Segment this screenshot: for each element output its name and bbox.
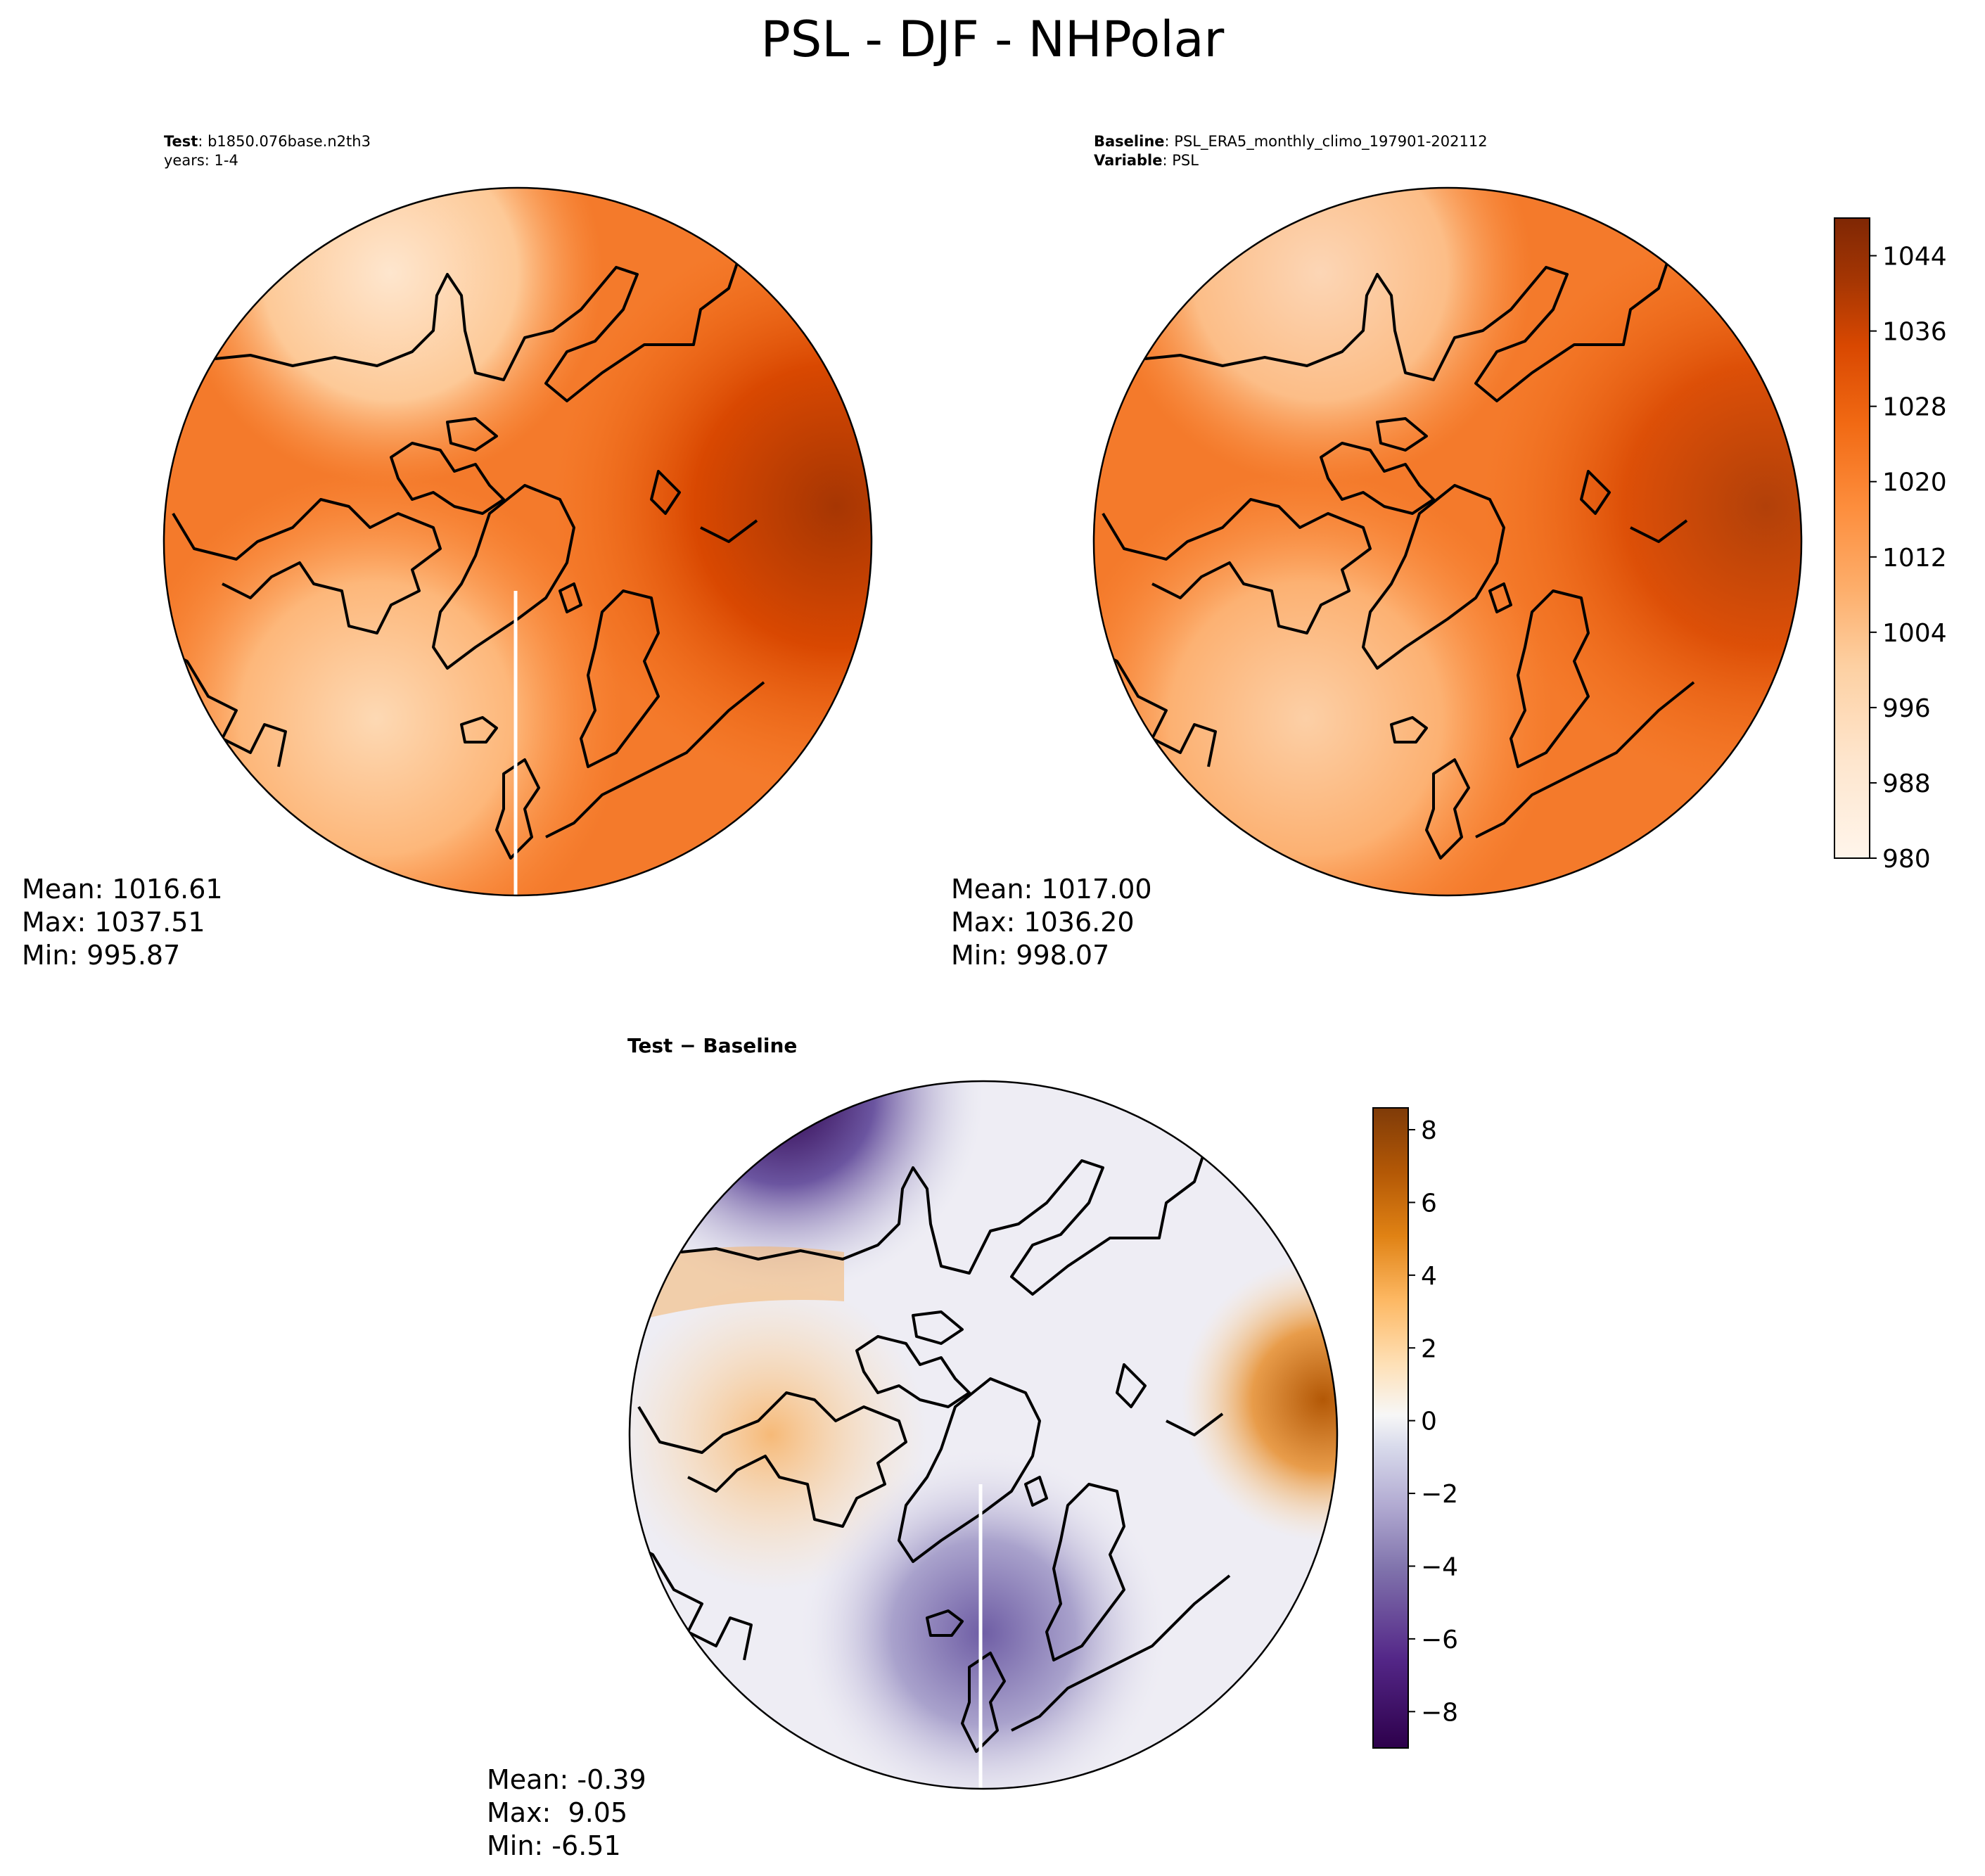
panel-baseline-max: Max: 1036.20 bbox=[951, 907, 1135, 938]
panel-test-mean: Mean: 1016.61 bbox=[22, 874, 223, 905]
figure-title: PSL - DJF - NHPolar bbox=[761, 11, 1225, 68]
panel-difference-header: Test − Baseline bbox=[627, 1034, 797, 1057]
panel-baseline-header: Baseline: PSL_ERA5_monthly_climo_197901-… bbox=[1094, 133, 1488, 151]
panel-test-map bbox=[164, 188, 872, 895]
colorbar-psl-ticks: 980 988 996 1004 1012 1020 1028 1036 1044 bbox=[1870, 243, 1947, 874]
colorbar-diff-tick-label: −2 bbox=[1421, 1480, 1458, 1509]
colorbar-psl-tick-label: 996 bbox=[1882, 694, 1931, 723]
panel-difference-max: Max: 9.05 bbox=[487, 1797, 627, 1828]
colorbar-diff-tick-label: 2 bbox=[1421, 1334, 1437, 1363]
colorbar-psl-tick-label: 1028 bbox=[1882, 393, 1947, 422]
panel-baseline-min: Min: 998.07 bbox=[951, 940, 1109, 971]
panel-difference: Test − Baseline Mean: -0.39 Max: 9.05 Mi… bbox=[487, 1034, 1458, 1861]
colorbar-diff-tick-label: −8 bbox=[1421, 1698, 1458, 1727]
panel-baseline-variable-value: PSL bbox=[1172, 152, 1199, 169]
panel-test-label: Test bbox=[164, 133, 198, 150]
colorbar-diff-tick-label: −4 bbox=[1421, 1552, 1458, 1581]
colorbar-psl-tick-label: 988 bbox=[1882, 770, 1931, 798]
panel-baseline-mean: Mean: 1017.00 bbox=[951, 874, 1152, 905]
panel-test-header: Test: b1850.076base.n2th3 bbox=[164, 133, 371, 150]
panel-test: Test: b1850.076base.n2th3 years: 1-4 Mea… bbox=[22, 133, 873, 971]
colorbar-psl-tick-label: 1036 bbox=[1882, 318, 1947, 347]
panel-baseline-map bbox=[1094, 188, 1801, 895]
panel-test-max: Max: 1037.51 bbox=[22, 907, 205, 938]
panel-test-years: years: 1-4 bbox=[164, 152, 238, 169]
colorbar-psl-tick-label: 1012 bbox=[1882, 544, 1947, 573]
panel-difference-min: Min: -6.51 bbox=[487, 1830, 621, 1861]
panel-baseline-label: Baseline bbox=[1094, 133, 1165, 150]
colorbar-diff-tick-label: 0 bbox=[1421, 1408, 1437, 1436]
colorbar-diff-tick-label: −6 bbox=[1421, 1626, 1458, 1654]
panel-baseline: Baseline: PSL_ERA5_monthly_climo_197901-… bbox=[951, 133, 1947, 971]
panel-difference-map bbox=[630, 1081, 1337, 1789]
panel-difference-mean: Mean: -0.39 bbox=[487, 1764, 646, 1795]
colorbar-diff-ticks: 8 6 4 2 0 −2 −4 −6 −8 bbox=[1408, 1116, 1458, 1727]
colorbar-diff-tick-label: 4 bbox=[1421, 1262, 1437, 1291]
colorbar-psl-tick-label: 1020 bbox=[1882, 468, 1947, 497]
panel-test-case: b1850.076base.n2th3 bbox=[208, 133, 371, 150]
panel-baseline-variable-label: Variable bbox=[1094, 152, 1162, 169]
panel-test-min: Min: 995.87 bbox=[22, 940, 180, 971]
colorbar-diff: 8 6 4 2 0 −2 −4 −6 −8 bbox=[1372, 1107, 1458, 1749]
colorbar-diff-tick-label: 8 bbox=[1421, 1116, 1437, 1145]
colorbar-psl-tick-label: 980 bbox=[1882, 845, 1931, 874]
panel-baseline-variable: Variable: PSL bbox=[1094, 152, 1199, 169]
colorbar-diff-tick-label: 6 bbox=[1421, 1189, 1437, 1218]
colorbar-psl-tick-label: 1044 bbox=[1882, 243, 1947, 272]
colorbar-psl-tick-label: 1004 bbox=[1882, 619, 1947, 648]
panel-baseline-case: PSL_ERA5_monthly_climo_197901-202112 bbox=[1174, 133, 1487, 151]
colorbar-psl: 980 988 996 1004 1012 1020 1028 1036 1044 bbox=[1834, 217, 1947, 874]
